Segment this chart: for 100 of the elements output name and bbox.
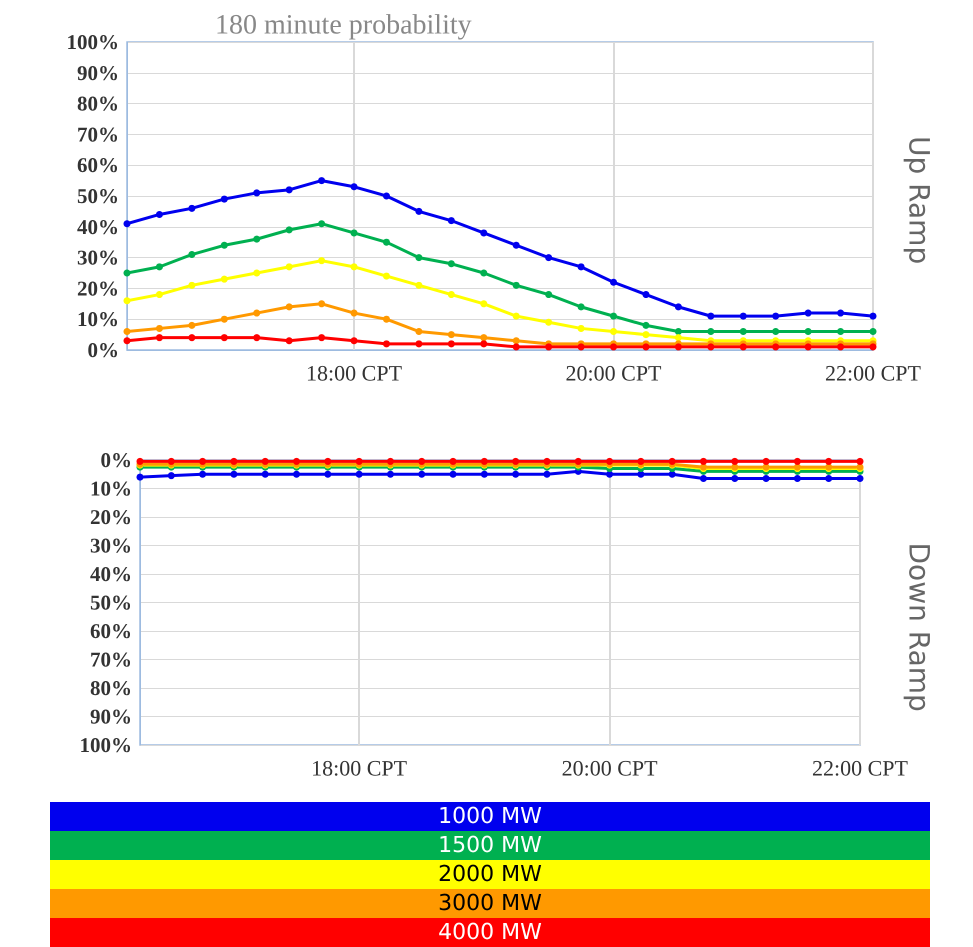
y-tick-label: 60% [77,153,119,178]
point [707,312,714,320]
point [318,220,326,228]
point [837,328,844,336]
point [642,322,650,329]
text: 3000 MW [50,889,930,918]
point [512,343,520,350]
y-tick-label: 40% [77,214,119,239]
y-tick-label: 40% [90,562,132,586]
point [156,291,163,298]
point [700,475,707,482]
y-tick-label: 10% [77,307,119,332]
point [856,458,864,465]
point [707,343,714,350]
point [512,312,520,320]
point [637,470,644,478]
x-tick-label: 22:00 CPT [825,360,922,386]
point [286,337,293,344]
point [356,458,363,465]
point [318,300,326,308]
point [350,229,358,236]
point [480,340,488,348]
point [794,458,801,465]
point [188,322,196,329]
point [220,276,228,283]
text: 1500 MW [50,831,930,860]
point [668,458,676,465]
point [512,458,520,465]
point [156,324,163,332]
point [610,278,618,286]
point [386,470,394,478]
point [480,470,488,478]
point [253,236,260,243]
point [124,328,130,336]
point [804,343,812,350]
point [253,334,260,342]
point [740,328,747,336]
point [253,189,260,196]
point [545,254,552,262]
point [382,340,390,348]
point [262,458,269,465]
point [480,458,488,465]
point [324,458,332,465]
point [199,470,206,478]
point [480,229,488,236]
point [606,470,614,478]
point [188,282,196,289]
point [350,310,358,317]
point [356,470,363,478]
point [700,458,707,465]
point [286,226,293,234]
y-tick-label: 0% [88,338,119,362]
point [220,334,228,342]
y-tick-label: 10% [90,476,132,500]
point [543,470,550,478]
point [870,328,876,336]
point [448,340,455,348]
point [324,470,332,478]
point [382,272,390,280]
point [124,220,130,228]
point [837,343,844,350]
y-tick-label: 80% [90,676,132,700]
point [545,291,552,298]
point [642,291,650,298]
y-tick-label: 70% [90,648,132,672]
y-tick-label: 20% [90,505,132,529]
point [386,458,394,465]
point [480,334,488,342]
point [578,324,585,332]
point [415,254,422,262]
point [415,328,422,336]
y-tick-label: 50% [90,590,132,614]
point [124,270,130,276]
point [415,340,422,348]
point [740,312,747,320]
y-tick-label: 100% [80,733,132,757]
point [762,458,770,465]
x-tick-label: 20:00 CPT [566,360,662,386]
point [512,282,520,289]
point [124,297,130,304]
point [772,343,780,350]
point [448,217,455,224]
point [804,310,812,317]
point [168,472,175,480]
point [856,475,864,482]
point [156,263,163,270]
point [448,260,455,268]
point [188,204,196,212]
point [674,303,682,310]
point [674,328,682,336]
y-tick-label: 20% [77,276,119,300]
point [136,474,144,481]
point [220,316,228,323]
point [448,291,455,298]
text: 1000 MW [50,802,930,831]
point [707,328,714,336]
point [578,343,585,350]
point [870,312,876,320]
point [230,470,238,478]
point [642,331,650,338]
